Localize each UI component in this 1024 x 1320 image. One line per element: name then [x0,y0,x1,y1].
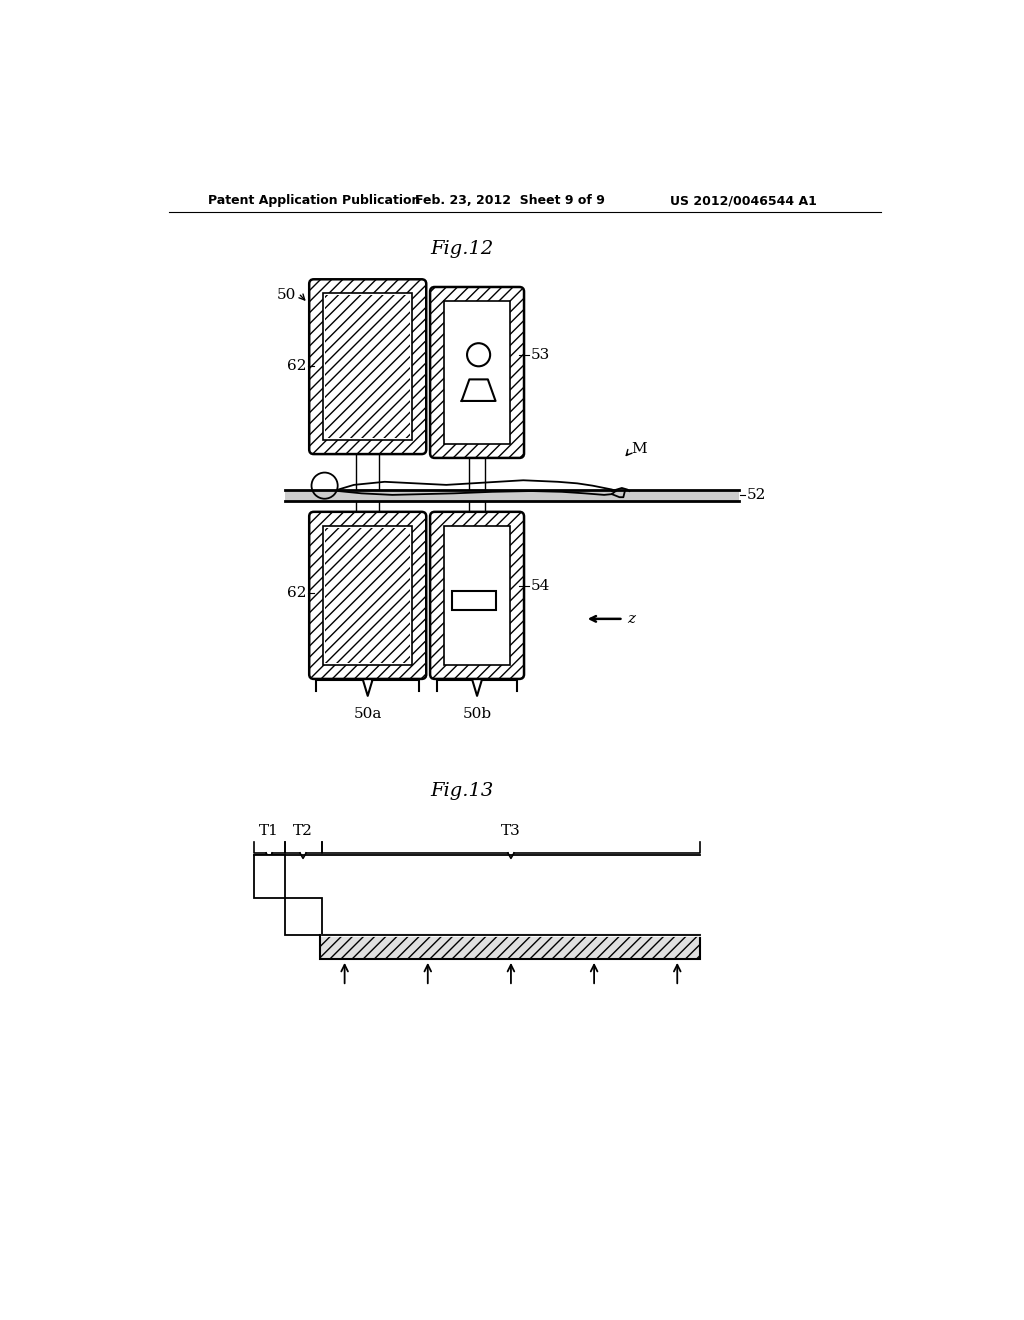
Bar [323,525,413,665]
Bar [323,525,413,665]
Text: 50a: 50a [353,706,382,721]
Bar [326,528,410,663]
FancyBboxPatch shape [309,280,426,454]
Bar [444,525,510,665]
FancyBboxPatch shape [430,286,524,458]
Bar [444,301,510,444]
FancyBboxPatch shape [309,512,426,678]
Bar [323,293,413,441]
Text: 50b: 50b [463,706,492,721]
Text: 54: 54 [531,578,550,593]
Text: 62: 62 [287,359,306,374]
Bar [469,453,484,490]
Bar [254,855,285,898]
Text: 52: 52 [746,488,766,502]
FancyBboxPatch shape [430,512,524,678]
Bar [326,296,410,438]
Text: Fig.12: Fig.12 [430,240,494,259]
Bar [452,591,497,610]
Polygon shape [462,379,496,401]
Bar [285,490,739,502]
Bar [444,525,510,665]
Bar [444,301,510,444]
Text: Patent Application Publication: Patent Application Publication [208,194,420,207]
Text: 53: 53 [531,347,550,362]
Bar [319,935,700,960]
Text: 62: 62 [287,586,306,601]
Bar [356,449,379,490]
Text: T2: T2 [293,824,313,838]
Text: z: z [628,612,635,626]
Text: Feb. 23, 2012  Sheet 9 of 9: Feb. 23, 2012 Sheet 9 of 9 [416,194,605,207]
Bar [285,898,322,935]
Text: T3: T3 [501,824,521,838]
Text: US 2012/0046544 A1: US 2012/0046544 A1 [670,194,816,207]
Bar [469,502,484,516]
Bar [356,502,379,516]
Text: Fig.13: Fig.13 [430,783,494,800]
Text: T1: T1 [259,824,280,838]
Text: 50: 50 [276,289,296,302]
Bar [323,293,413,441]
Text: M: M [631,442,647,457]
